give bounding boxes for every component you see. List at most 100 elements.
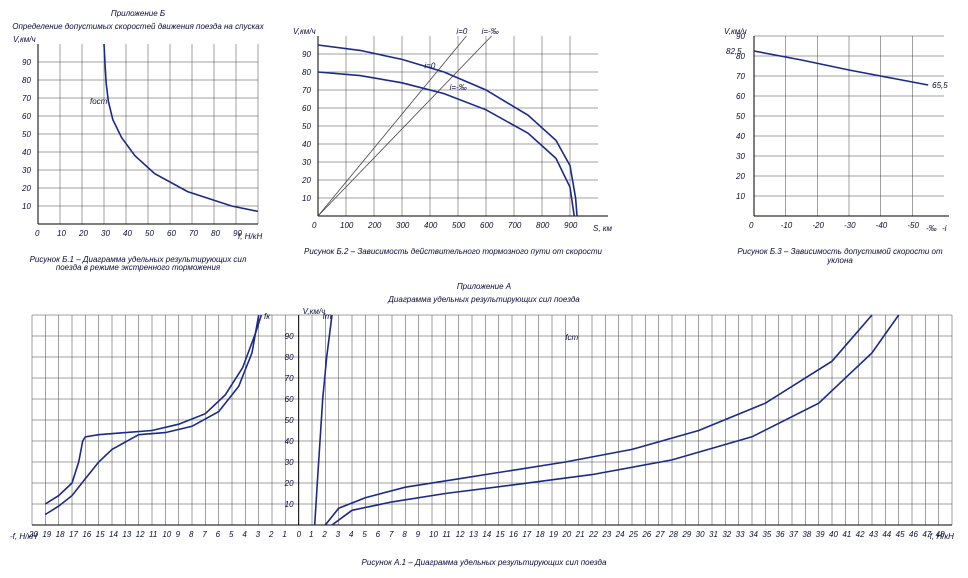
svg-text:32: 32	[722, 530, 731, 539]
svg-text:4: 4	[242, 530, 247, 539]
svg-text:-30: -30	[844, 221, 856, 230]
chart-a1: Приложение А Диаграмма удельных результи…	[8, 281, 960, 569]
top-line-labels-b2: i=0 i=-‰	[456, 27, 498, 36]
svg-text:10: 10	[736, 192, 745, 201]
svg-text:6: 6	[216, 530, 221, 539]
svg-text:4: 4	[349, 530, 354, 539]
svg-text:90: 90	[22, 58, 31, 67]
svg-text:50: 50	[22, 130, 31, 139]
svg-text:60: 60	[167, 229, 176, 238]
chart-b1-svg: 0102030405060708090102030405060708090 V,…	[8, 34, 268, 254]
svg-text:90: 90	[285, 332, 294, 341]
svg-text:-20: -20	[812, 221, 824, 230]
xlabel-b2: S, км	[593, 224, 613, 233]
svg-text:-40: -40	[876, 221, 888, 230]
svg-text:38: 38	[802, 530, 811, 539]
svg-text:70: 70	[736, 72, 745, 81]
svg-text:2: 2	[321, 530, 327, 539]
svg-text:26: 26	[641, 530, 651, 539]
svg-text:30: 30	[285, 458, 294, 467]
svg-text:37: 37	[789, 530, 798, 539]
svg-text:60: 60	[285, 395, 294, 404]
svg-text:-10: -10	[781, 221, 793, 230]
svg-text:10: 10	[57, 229, 66, 238]
chart-b2-svg: 0100200300400500600700800900102030405060…	[288, 26, 618, 246]
svg-text:400: 400	[424, 221, 438, 230]
svg-text:16: 16	[82, 530, 91, 539]
chart-a1-title: Диаграмма удельных результирующих сил по…	[388, 296, 579, 305]
svg-text:900: 900	[564, 221, 578, 230]
svg-text:14: 14	[482, 530, 491, 539]
chart-a1-svg: 2019181716151413121110987654321012345678…	[8, 307, 960, 557]
xlabel-a1-right: -f, Н/кН	[927, 532, 954, 541]
svg-text:41: 41	[842, 530, 851, 539]
appendix-b-title: Приложение Б	[111, 10, 165, 19]
ylabel-b1: V,км/ч	[13, 35, 36, 44]
svg-text:-50: -50	[907, 221, 919, 230]
svg-text:600: 600	[480, 221, 494, 230]
svg-text:6: 6	[376, 530, 381, 539]
svg-text:80: 80	[22, 76, 31, 85]
svg-text:60: 60	[736, 92, 745, 101]
xlabel-b1: f, Н/кН	[238, 232, 262, 241]
svg-text:40: 40	[302, 140, 311, 149]
svg-text:40: 40	[736, 132, 745, 141]
svg-text:7: 7	[202, 530, 207, 539]
svg-text:23: 23	[601, 530, 611, 539]
svg-text:50: 50	[302, 122, 311, 131]
svg-text:9: 9	[176, 530, 181, 539]
svg-text:25: 25	[628, 530, 638, 539]
svg-text:60: 60	[302, 104, 311, 113]
svg-text:17: 17	[69, 530, 78, 539]
y-annot-b3: 82,5	[726, 47, 742, 56]
svg-text:20: 20	[301, 176, 311, 185]
svg-text:50: 50	[285, 416, 294, 425]
svg-text:90: 90	[302, 50, 311, 59]
svg-text:31: 31	[709, 530, 718, 539]
svg-text:70: 70	[285, 374, 294, 383]
svg-text:60: 60	[22, 112, 31, 121]
svg-text:13: 13	[469, 530, 478, 539]
svg-text:fст: fст	[565, 333, 578, 342]
svg-text:30: 30	[22, 166, 31, 175]
svg-text:30: 30	[302, 158, 311, 167]
grid-b2	[318, 36, 598, 216]
svg-text:300: 300	[396, 221, 410, 230]
svg-text:500: 500	[452, 221, 466, 230]
svg-text:40: 40	[829, 530, 838, 539]
ticks-b1: 0102030405060708090102030405060708090	[21, 58, 242, 238]
chart-b2: 0100200300400500600700800900102030405060…	[288, 26, 618, 259]
svg-text:12: 12	[136, 530, 145, 539]
svg-text:35: 35	[762, 530, 771, 539]
svg-text:18: 18	[56, 530, 65, 539]
caption-a1: Рисунок А.1 – Диаграмма удельных результ…	[362, 559, 607, 568]
svg-text:21: 21	[575, 530, 585, 539]
svg-text:i=-‰: i=-‰	[482, 27, 499, 36]
svg-text:i=-‰: i=-‰	[450, 83, 467, 92]
svg-text:70: 70	[189, 229, 198, 238]
svg-text:10: 10	[429, 530, 438, 539]
svg-text:fт: fт	[323, 312, 332, 321]
svg-text:20: 20	[735, 172, 745, 181]
svg-text:2: 2	[268, 530, 274, 539]
svg-text:40: 40	[22, 148, 31, 157]
curve-label-b1: fост	[90, 97, 108, 106]
svg-text:12: 12	[456, 530, 465, 539]
curve-fost	[104, 44, 258, 211]
svg-text:i=0: i=0	[456, 27, 467, 36]
svg-text:0: 0	[749, 221, 754, 230]
svg-text:50: 50	[145, 229, 154, 238]
svg-text:40: 40	[123, 229, 132, 238]
svg-text:45: 45	[896, 530, 905, 539]
curve-labels-a1: fкfтfст	[264, 312, 579, 342]
svg-text:700: 700	[508, 221, 522, 230]
xlabel-a1-left: -f, Н/кН	[10, 532, 37, 541]
svg-text:15: 15	[496, 530, 505, 539]
svg-text:70: 70	[22, 94, 31, 103]
chart-b3: 0-10-20-30-40-50102030405060708090 V,км/…	[720, 26, 960, 268]
svg-text:20: 20	[78, 229, 88, 238]
svg-text:1: 1	[309, 530, 313, 539]
chart-b3-svg: 0-10-20-30-40-50102030405060708090 V,км/…	[720, 26, 960, 246]
svg-text:40: 40	[285, 437, 294, 446]
svg-text:11: 11	[442, 530, 450, 539]
